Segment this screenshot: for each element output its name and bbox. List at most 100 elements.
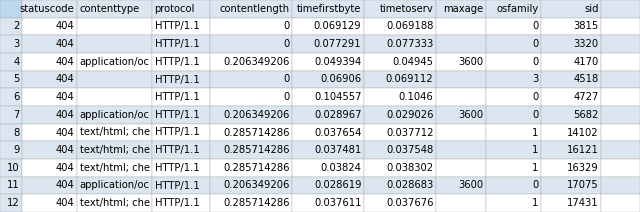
Text: 16121: 16121 <box>566 145 598 155</box>
Bar <box>152 124 210 141</box>
Bar <box>541 194 601 212</box>
Text: HTTP/1.1: HTTP/1.1 <box>154 39 199 49</box>
Bar <box>0 18 22 35</box>
Text: 0.03824: 0.03824 <box>321 163 362 173</box>
Text: 0.037611: 0.037611 <box>314 198 362 208</box>
Text: 1: 1 <box>532 198 538 208</box>
Bar <box>292 53 364 71</box>
Text: HTTP/1.1: HTTP/1.1 <box>154 180 199 191</box>
Text: 16329: 16329 <box>567 163 598 173</box>
Bar <box>77 88 152 106</box>
Bar <box>292 88 364 106</box>
Text: application/oс: application/oс <box>79 180 150 191</box>
Text: 0.028619: 0.028619 <box>314 180 362 191</box>
Text: 0.285714286: 0.285714286 <box>223 198 289 208</box>
Text: HTTP/1.1: HTTP/1.1 <box>154 163 199 173</box>
Bar <box>541 141 601 159</box>
Bar <box>22 124 77 141</box>
Bar <box>22 53 77 71</box>
Text: 0.285714286: 0.285714286 <box>223 163 289 173</box>
Text: contentlength: contentlength <box>220 4 289 14</box>
Text: 404: 404 <box>56 92 74 102</box>
Bar <box>436 18 486 35</box>
Bar <box>77 53 152 71</box>
Text: 3815: 3815 <box>573 21 598 32</box>
Bar <box>601 71 640 88</box>
Bar <box>152 35 210 53</box>
Text: 0: 0 <box>532 57 538 67</box>
Bar <box>210 18 292 35</box>
Text: 7: 7 <box>13 110 19 120</box>
Text: osfamily: osfamily <box>496 4 538 14</box>
Bar <box>152 194 210 212</box>
Bar <box>0 159 22 177</box>
Bar <box>486 18 541 35</box>
Bar <box>0 177 22 194</box>
Bar <box>292 124 364 141</box>
Bar <box>22 177 77 194</box>
Text: HTTP/1.1: HTTP/1.1 <box>154 74 199 85</box>
Bar <box>77 159 152 177</box>
Bar <box>0 106 22 124</box>
Text: application/oс: application/oс <box>79 57 150 67</box>
Text: 0.206349206: 0.206349206 <box>223 110 289 120</box>
Text: HTTP/1.1: HTTP/1.1 <box>154 145 199 155</box>
Text: sid: sid <box>584 4 598 14</box>
Bar <box>22 159 77 177</box>
Bar <box>541 124 601 141</box>
Text: 9: 9 <box>13 145 19 155</box>
Bar <box>292 71 364 88</box>
Text: 0: 0 <box>284 21 289 32</box>
Bar <box>22 88 77 106</box>
Bar <box>436 141 486 159</box>
Text: 4518: 4518 <box>573 74 598 85</box>
Bar <box>364 35 436 53</box>
Bar <box>0 141 22 159</box>
Text: text/html; chе: text/html; chе <box>79 127 150 138</box>
Text: timefirstbyte: timefirstbyte <box>297 4 362 14</box>
Bar <box>210 124 292 141</box>
Text: HTTP/1.1: HTTP/1.1 <box>154 92 199 102</box>
Bar <box>601 0 640 18</box>
Text: timetoserv: timetoserv <box>380 4 433 14</box>
Text: 0.037654: 0.037654 <box>314 127 362 138</box>
Bar <box>436 35 486 53</box>
Bar <box>364 88 436 106</box>
Text: 0: 0 <box>532 180 538 191</box>
Bar <box>364 141 436 159</box>
Bar <box>152 106 210 124</box>
Bar <box>22 194 77 212</box>
Bar <box>541 88 601 106</box>
Text: HTTP/1.1: HTTP/1.1 <box>154 57 199 67</box>
Bar <box>0 88 22 106</box>
Text: HTTP/1.1: HTTP/1.1 <box>154 21 199 32</box>
Bar <box>22 141 77 159</box>
Bar <box>22 106 77 124</box>
Text: 404: 404 <box>56 180 74 191</box>
Text: 0.037676: 0.037676 <box>386 198 433 208</box>
Text: 0.206349206: 0.206349206 <box>223 57 289 67</box>
Bar <box>364 106 436 124</box>
Bar <box>210 141 292 159</box>
Bar <box>486 88 541 106</box>
Bar <box>22 18 77 35</box>
Text: 1: 1 <box>532 145 538 155</box>
Text: 0.069129: 0.069129 <box>314 21 362 32</box>
Bar <box>292 194 364 212</box>
Bar <box>541 159 601 177</box>
Text: 0: 0 <box>532 39 538 49</box>
Bar <box>77 35 152 53</box>
Bar <box>210 177 292 194</box>
Bar <box>292 35 364 53</box>
Bar <box>210 0 292 18</box>
Text: 0.037548: 0.037548 <box>387 145 433 155</box>
Text: 0.069188: 0.069188 <box>386 21 433 32</box>
Text: 0.028683: 0.028683 <box>387 180 433 191</box>
Bar <box>0 35 22 53</box>
Bar <box>541 71 601 88</box>
Bar <box>541 18 601 35</box>
Bar <box>77 124 152 141</box>
Text: 0.285714286: 0.285714286 <box>223 127 289 138</box>
Text: 6: 6 <box>13 92 19 102</box>
Bar <box>486 106 541 124</box>
